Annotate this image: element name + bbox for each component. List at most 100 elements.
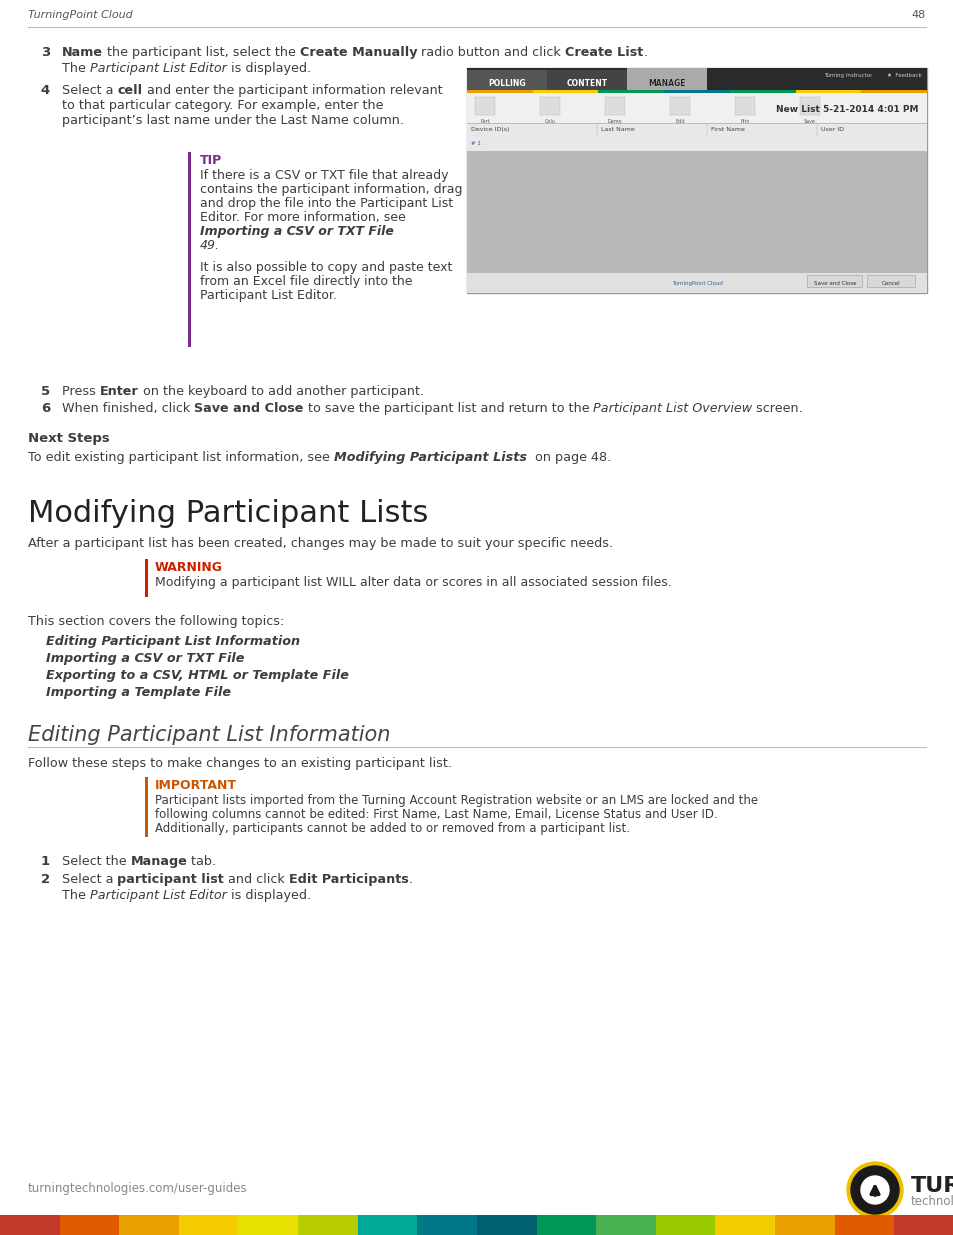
Text: Turning Instructor: Turning Instructor	[822, 73, 871, 78]
Bar	[795, 90, 861, 93]
Text: is displayed.: is displayed.	[227, 62, 311, 75]
Text: and drop the file into the Participant List: and drop the file into the Participant L…	[200, 198, 453, 210]
Text: CONTENT: CONTENT	[566, 79, 607, 88]
Text: Importing a CSV or TXT File: Importing a CSV or TXT File	[46, 652, 244, 664]
Text: TURNING: TURNING	[910, 1176, 953, 1195]
Text: Save and Close: Save and Close	[813, 282, 856, 287]
Text: is displayed.: is displayed.	[227, 889, 311, 902]
Bar	[297, 1215, 358, 1235]
Text: 49.: 49.	[200, 240, 220, 252]
Text: When finished, click: When finished, click	[62, 403, 194, 415]
Text: and click: and click	[224, 873, 289, 885]
Text: Modifying a participant list WILL alter data or scores in all associated session: Modifying a participant list WILL alter …	[154, 576, 671, 589]
Circle shape	[846, 1162, 902, 1218]
Text: This section covers the following topics:: This section covers the following topics…	[28, 615, 284, 629]
Text: Exporting to a CSV, HTML or Template File: Exporting to a CSV, HTML or Template Fil…	[46, 669, 349, 682]
Text: TurningPoint Cloud: TurningPoint Cloud	[28, 10, 132, 20]
Text: screen.: screen.	[752, 403, 802, 415]
Text: WARNING: WARNING	[154, 561, 223, 574]
Text: It is also possible to copy and paste text: It is also possible to copy and paste te…	[200, 261, 452, 274]
Text: First Name: First Name	[710, 127, 744, 132]
Text: following columns cannot be edited: First Name, Last Name, Email, License Status: following columns cannot be edited: Firs…	[154, 808, 717, 821]
Text: 4: 4	[41, 84, 50, 98]
Bar	[145, 777, 148, 837]
Bar	[800, 98, 820, 115]
Bar	[238, 1215, 298, 1235]
Text: Create Manually: Create Manually	[299, 46, 416, 59]
Text: If there is a CSV or TXT file that already: If there is a CSV or TXT file that alrea…	[200, 169, 448, 182]
Text: The: The	[62, 889, 90, 902]
Bar	[467, 137, 926, 273]
Text: turningtechnologies.com/user-guides: turningtechnologies.com/user-guides	[28, 1182, 248, 1195]
Bar	[59, 1215, 120, 1235]
Text: Press: Press	[62, 385, 100, 398]
Text: TIP: TIP	[200, 154, 222, 167]
Bar	[475, 98, 495, 115]
Bar	[536, 1215, 597, 1235]
Text: Participant lists imported from the Turning Account Registration website or an L: Participant lists imported from the Turn…	[154, 794, 758, 806]
Text: 3: 3	[41, 46, 50, 59]
Text: ★  Feedback: ★ Feedback	[886, 73, 921, 78]
Bar	[626, 70, 706, 90]
Text: Participant List Editor: Participant List Editor	[90, 889, 227, 902]
Text: Modifying Participant Lists: Modifying Participant Lists	[334, 451, 526, 464]
Text: To edit existing participant list information, see: To edit existing participant list inform…	[28, 451, 334, 464]
Bar	[655, 1215, 716, 1235]
Text: Editing Participant List Information: Editing Participant List Information	[28, 725, 390, 745]
Text: Select a: Select a	[62, 873, 117, 885]
Text: POLLING: POLLING	[488, 79, 525, 88]
Text: 6: 6	[41, 403, 50, 415]
Bar	[119, 1215, 179, 1235]
Bar	[539, 98, 559, 115]
Text: 2: 2	[41, 873, 50, 885]
Text: Device ID(s): Device ID(s)	[471, 127, 509, 132]
Text: The: The	[62, 62, 90, 75]
Bar	[598, 90, 663, 93]
Text: Modifying Participant Lists: Modifying Participant Lists	[28, 499, 428, 529]
Bar	[145, 559, 148, 597]
Text: Enter: Enter	[100, 385, 138, 398]
Bar	[532, 90, 598, 93]
Text: IMPORTANT: IMPORTANT	[154, 779, 236, 792]
Bar	[467, 68, 926, 293]
Bar	[774, 1215, 835, 1235]
Text: and enter the participant information relevant: and enter the participant information re…	[143, 84, 442, 98]
Text: Follow these steps to make changes to an existing participant list.: Follow these steps to make changes to an…	[28, 757, 452, 769]
Bar	[467, 93, 926, 124]
Text: Name: Name	[62, 46, 103, 59]
Text: Save and Close: Save and Close	[194, 403, 303, 415]
Text: Edit Participants: Edit Participants	[289, 873, 408, 885]
Bar	[467, 68, 926, 90]
Bar	[669, 98, 689, 115]
Bar	[834, 1215, 894, 1235]
Text: # 1: # 1	[471, 141, 480, 146]
Bar	[596, 1215, 656, 1235]
Bar	[734, 98, 754, 115]
Bar	[729, 90, 795, 93]
Bar	[866, 275, 914, 287]
Text: Additionally, participants cannot be added to or removed from a participant list: Additionally, participants cannot be add…	[154, 823, 629, 835]
Text: technologies: technologies	[910, 1195, 953, 1208]
Text: Select a: Select a	[62, 84, 117, 98]
Text: on page 48.: on page 48.	[526, 451, 611, 464]
Text: Participant List Overview: Participant List Overview	[593, 403, 752, 415]
Text: Participant List Editor.: Participant List Editor.	[200, 289, 336, 303]
Text: Demo: Demo	[607, 119, 621, 124]
Bar	[188, 152, 191, 347]
Bar	[806, 275, 862, 287]
Bar	[178, 1215, 239, 1235]
Bar	[0, 1215, 60, 1235]
Bar	[663, 90, 729, 93]
Text: .: .	[642, 46, 647, 59]
Text: contains the participant information, drag: contains the participant information, dr…	[200, 183, 462, 196]
Text: Edit: Edit	[675, 119, 684, 124]
Circle shape	[850, 1166, 898, 1214]
Text: .: .	[408, 873, 413, 885]
Text: MANAGE: MANAGE	[648, 79, 685, 88]
Bar	[626, 68, 706, 90]
Text: User ID: User ID	[821, 127, 843, 132]
Text: MANAGE: MANAGE	[648, 79, 685, 88]
Text: Last Name: Last Name	[600, 127, 634, 132]
Text: Part: Part	[479, 119, 489, 124]
Text: cell: cell	[117, 84, 143, 98]
